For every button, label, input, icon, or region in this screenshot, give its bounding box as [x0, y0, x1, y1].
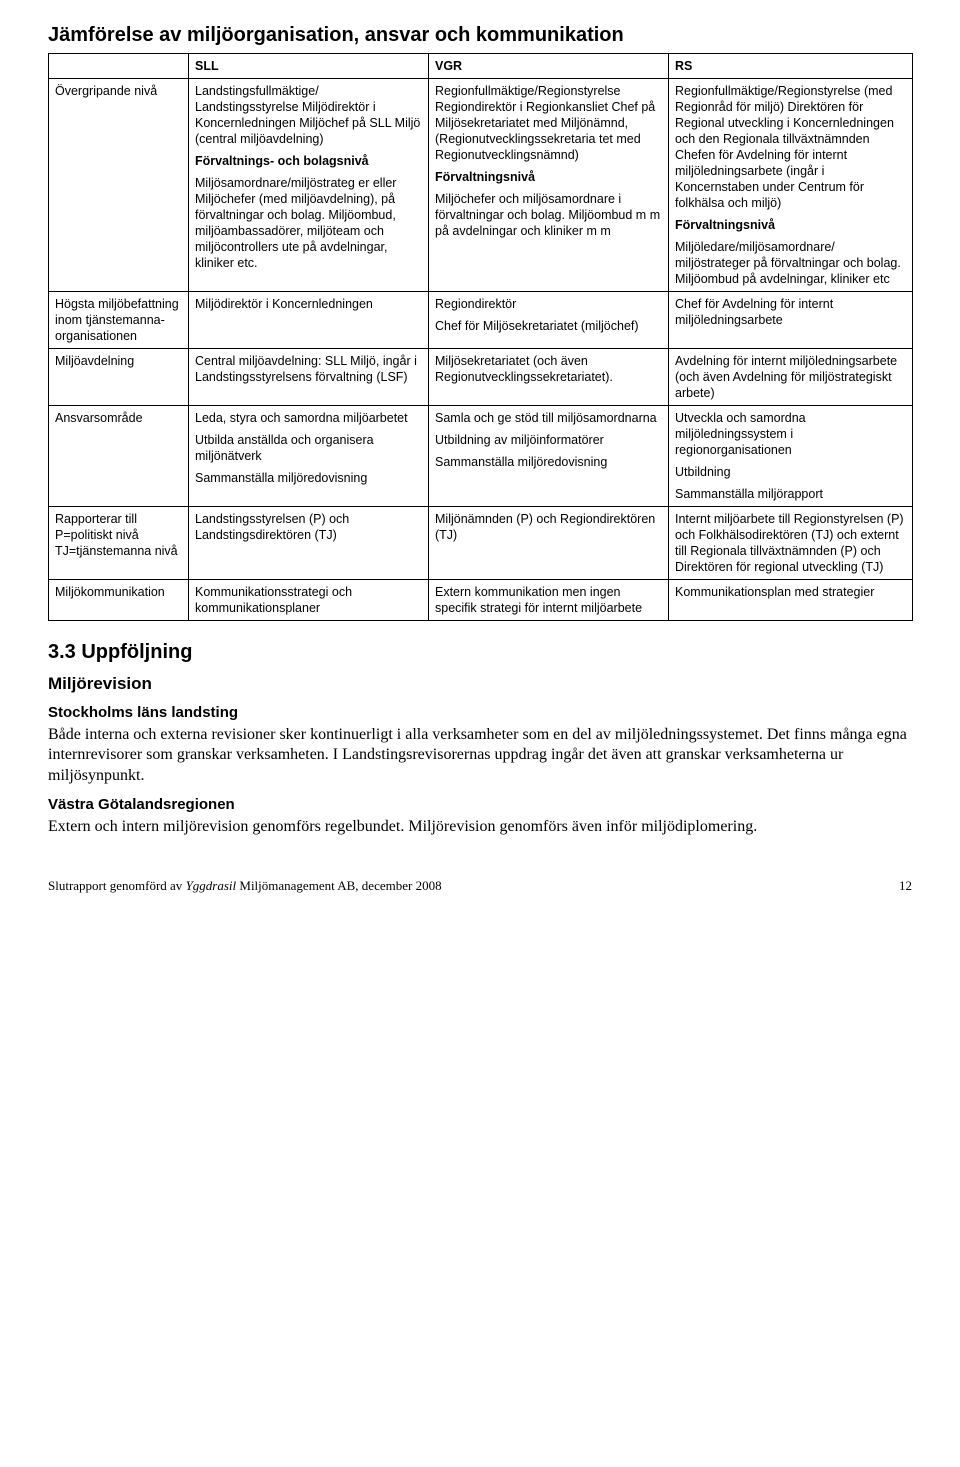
- cell-paragraph: Avdelning för internt miljöledningsarbet…: [675, 353, 906, 401]
- page-footer: Slutrapport genomförd av Yggdrasil Miljö…: [48, 878, 912, 894]
- cell-sll: Landstingsstyrelsen (P) och Landstingsdi…: [189, 507, 429, 580]
- cell-paragraph: Kommunikationsplan med strategier: [675, 584, 906, 600]
- cell-paragraph: Landstingsstyrelsen (P) och Landstingsdi…: [195, 511, 422, 543]
- para2-body: Extern och intern miljörevision genomför…: [48, 817, 912, 837]
- cell-paragraph: Utbildning av miljöinformatörer: [435, 432, 662, 448]
- page-title: Jämförelse av miljöorganisation, ansvar …: [48, 24, 912, 47]
- table-row: Rapporterar till P=politiskt nivå TJ=tjä…: [49, 507, 913, 580]
- cell-vgr: Miljösekretariatet (och även Regionutvec…: [429, 349, 669, 406]
- cell-paragraph: Förvaltnings- och bolagsnivå: [195, 153, 422, 169]
- table-row: MiljöavdelningCentral miljöavdelning: SL…: [49, 349, 913, 406]
- row-label: Rapporterar till P=politiskt nivå TJ=tjä…: [49, 507, 189, 580]
- cell-paragraph: Miljösekretariatet (och även Regionutvec…: [435, 353, 662, 385]
- cell-paragraph: Regionfullmäktige/Regionstyrelse Regiond…: [435, 83, 662, 163]
- cell-rs: Avdelning för internt miljöledningsarbet…: [669, 349, 913, 406]
- cell-paragraph: Sammanställa miljörapport: [675, 486, 906, 502]
- cell-paragraph: Leda, styra och samordna miljöarbetet: [195, 410, 422, 426]
- cell-paragraph: Sammanställa miljöredovisning: [195, 470, 422, 486]
- row-label: Miljö­kommunikation: [49, 580, 189, 621]
- cell-paragraph: Regiondirektör: [435, 296, 662, 312]
- cell-paragraph: Extern kommunikation men ingen specifik …: [435, 584, 662, 616]
- cell-rs: Utveckla och samordna miljöledningssyste…: [669, 406, 913, 507]
- cell-rs: Kommunikationsplan med strategier: [669, 580, 913, 621]
- cell-paragraph: Utbilda anställda och organisera miljönä…: [195, 432, 422, 464]
- cell-paragraph: Miljöchefer och miljösamordnare i förval…: [435, 191, 662, 239]
- cell-paragraph: Kommunikationsstrategi och kommunikation…: [195, 584, 422, 616]
- col-header-rs: RS: [669, 54, 913, 79]
- cell-paragraph: Utbildning: [675, 464, 906, 480]
- cell-paragraph: Regionfullmäktige/Regionstyrelse (med Re…: [675, 83, 906, 211]
- cell-rs: Chef för Avdelning för internt miljöledn…: [669, 292, 913, 349]
- cell-paragraph: Miljönämnden (P) och Regiondirektören (T…: [435, 511, 662, 543]
- col-header-vgr: VGR: [429, 54, 669, 79]
- col-header-empty: [49, 54, 189, 79]
- subsection-heading: Miljörevision: [48, 674, 912, 694]
- cell-sll: Kommunikationsstrategi och kommunikation…: [189, 580, 429, 621]
- row-label: Övergripande nivå: [49, 79, 189, 292]
- para2-heading: Västra Götalandsregionen: [48, 796, 912, 813]
- cell-paragraph: Samla och ge stöd till miljösamordnarna: [435, 410, 662, 426]
- cell-sll: Miljödirektör i Koncernledningen: [189, 292, 429, 349]
- footer-left-b: Yggdrasil: [186, 878, 237, 893]
- cell-paragraph: Central miljöavdelning: SLL Miljö, ingår…: [195, 353, 422, 385]
- cell-paragraph: Chef för Miljösekretariatet (miljöchef): [435, 318, 662, 334]
- footer-page-number: 12: [899, 878, 912, 894]
- cell-vgr: Miljönämnden (P) och Regiondirektören (T…: [429, 507, 669, 580]
- cell-paragraph: Miljösamordnare/miljöstrateg er eller Mi…: [195, 175, 422, 271]
- table-row: Miljö­kommunikationKommunikationsstrateg…: [49, 580, 913, 621]
- cell-rs: Regionfullmäktige/Regionstyrelse (med Re…: [669, 79, 913, 292]
- table-row: Övergripande nivåLandstingsfullmäktige/ …: [49, 79, 913, 292]
- footer-left: Slutrapport genomförd av Yggdrasil Miljö…: [48, 878, 442, 894]
- col-header-sll: SLL: [189, 54, 429, 79]
- cell-sll: Central miljöavdelning: SLL Miljö, ingår…: [189, 349, 429, 406]
- cell-paragraph: Miljödirektör i Koncernledningen: [195, 296, 422, 312]
- cell-paragraph: Förvaltningsnivå: [435, 169, 662, 185]
- cell-paragraph: Miljöledare/miljösamordnare/ miljöstrate…: [675, 239, 906, 287]
- cell-paragraph: Utveckla och samordna miljöledningssyste…: [675, 410, 906, 458]
- row-label: Ansvarsområde: [49, 406, 189, 507]
- cell-vgr: Samla och ge stöd till miljösamordnarna U…: [429, 406, 669, 507]
- cell-rs: Internt miljöarbete till Regionstyrelsen…: [669, 507, 913, 580]
- cell-paragraph: Chef för Avdelning för internt miljöledn…: [675, 296, 906, 328]
- cell-sll: Landstingsfullmäktige/ Landstingsstyrels…: [189, 79, 429, 292]
- cell-sll: Leda, styra och samordna miljöarbetet Utb…: [189, 406, 429, 507]
- para1-heading: Stockholms läns landsting: [48, 704, 912, 721]
- cell-paragraph: Sammanställa miljöredovisning: [435, 454, 662, 470]
- footer-left-c: Miljömanagement AB, december 2008: [236, 878, 441, 893]
- row-label: Miljöavdelning: [49, 349, 189, 406]
- cell-paragraph: Internt miljöarbete till Regionstyrelsen…: [675, 511, 906, 575]
- cell-vgr: Regionfullmäktige/Regionstyrelse Regiond…: [429, 79, 669, 292]
- cell-vgr: Regiondirektör Chef för Miljösekretariate…: [429, 292, 669, 349]
- table-row: Högsta miljöbefattning inom tjänstemanna…: [49, 292, 913, 349]
- footer-left-a: Slutrapport genomförd av: [48, 878, 186, 893]
- row-label: Högsta miljöbefattning inom tjänstemanna…: [49, 292, 189, 349]
- cell-paragraph: Förvaltningsnivå: [675, 217, 906, 233]
- para1-body: Både interna och externa revisioner sker…: [48, 725, 912, 786]
- cell-paragraph: Landstingsfullmäktige/ Landstingsstyrels…: [195, 83, 422, 147]
- table-row: AnsvarsområdeLeda, styra och samordna mi…: [49, 406, 913, 507]
- comparison-table: SLL VGR RS Övergripande nivåLandstingsfu…: [48, 53, 913, 621]
- cell-vgr: Extern kommunikation men ingen specifik …: [429, 580, 669, 621]
- section-heading: 3.3 Uppföljning: [48, 641, 912, 664]
